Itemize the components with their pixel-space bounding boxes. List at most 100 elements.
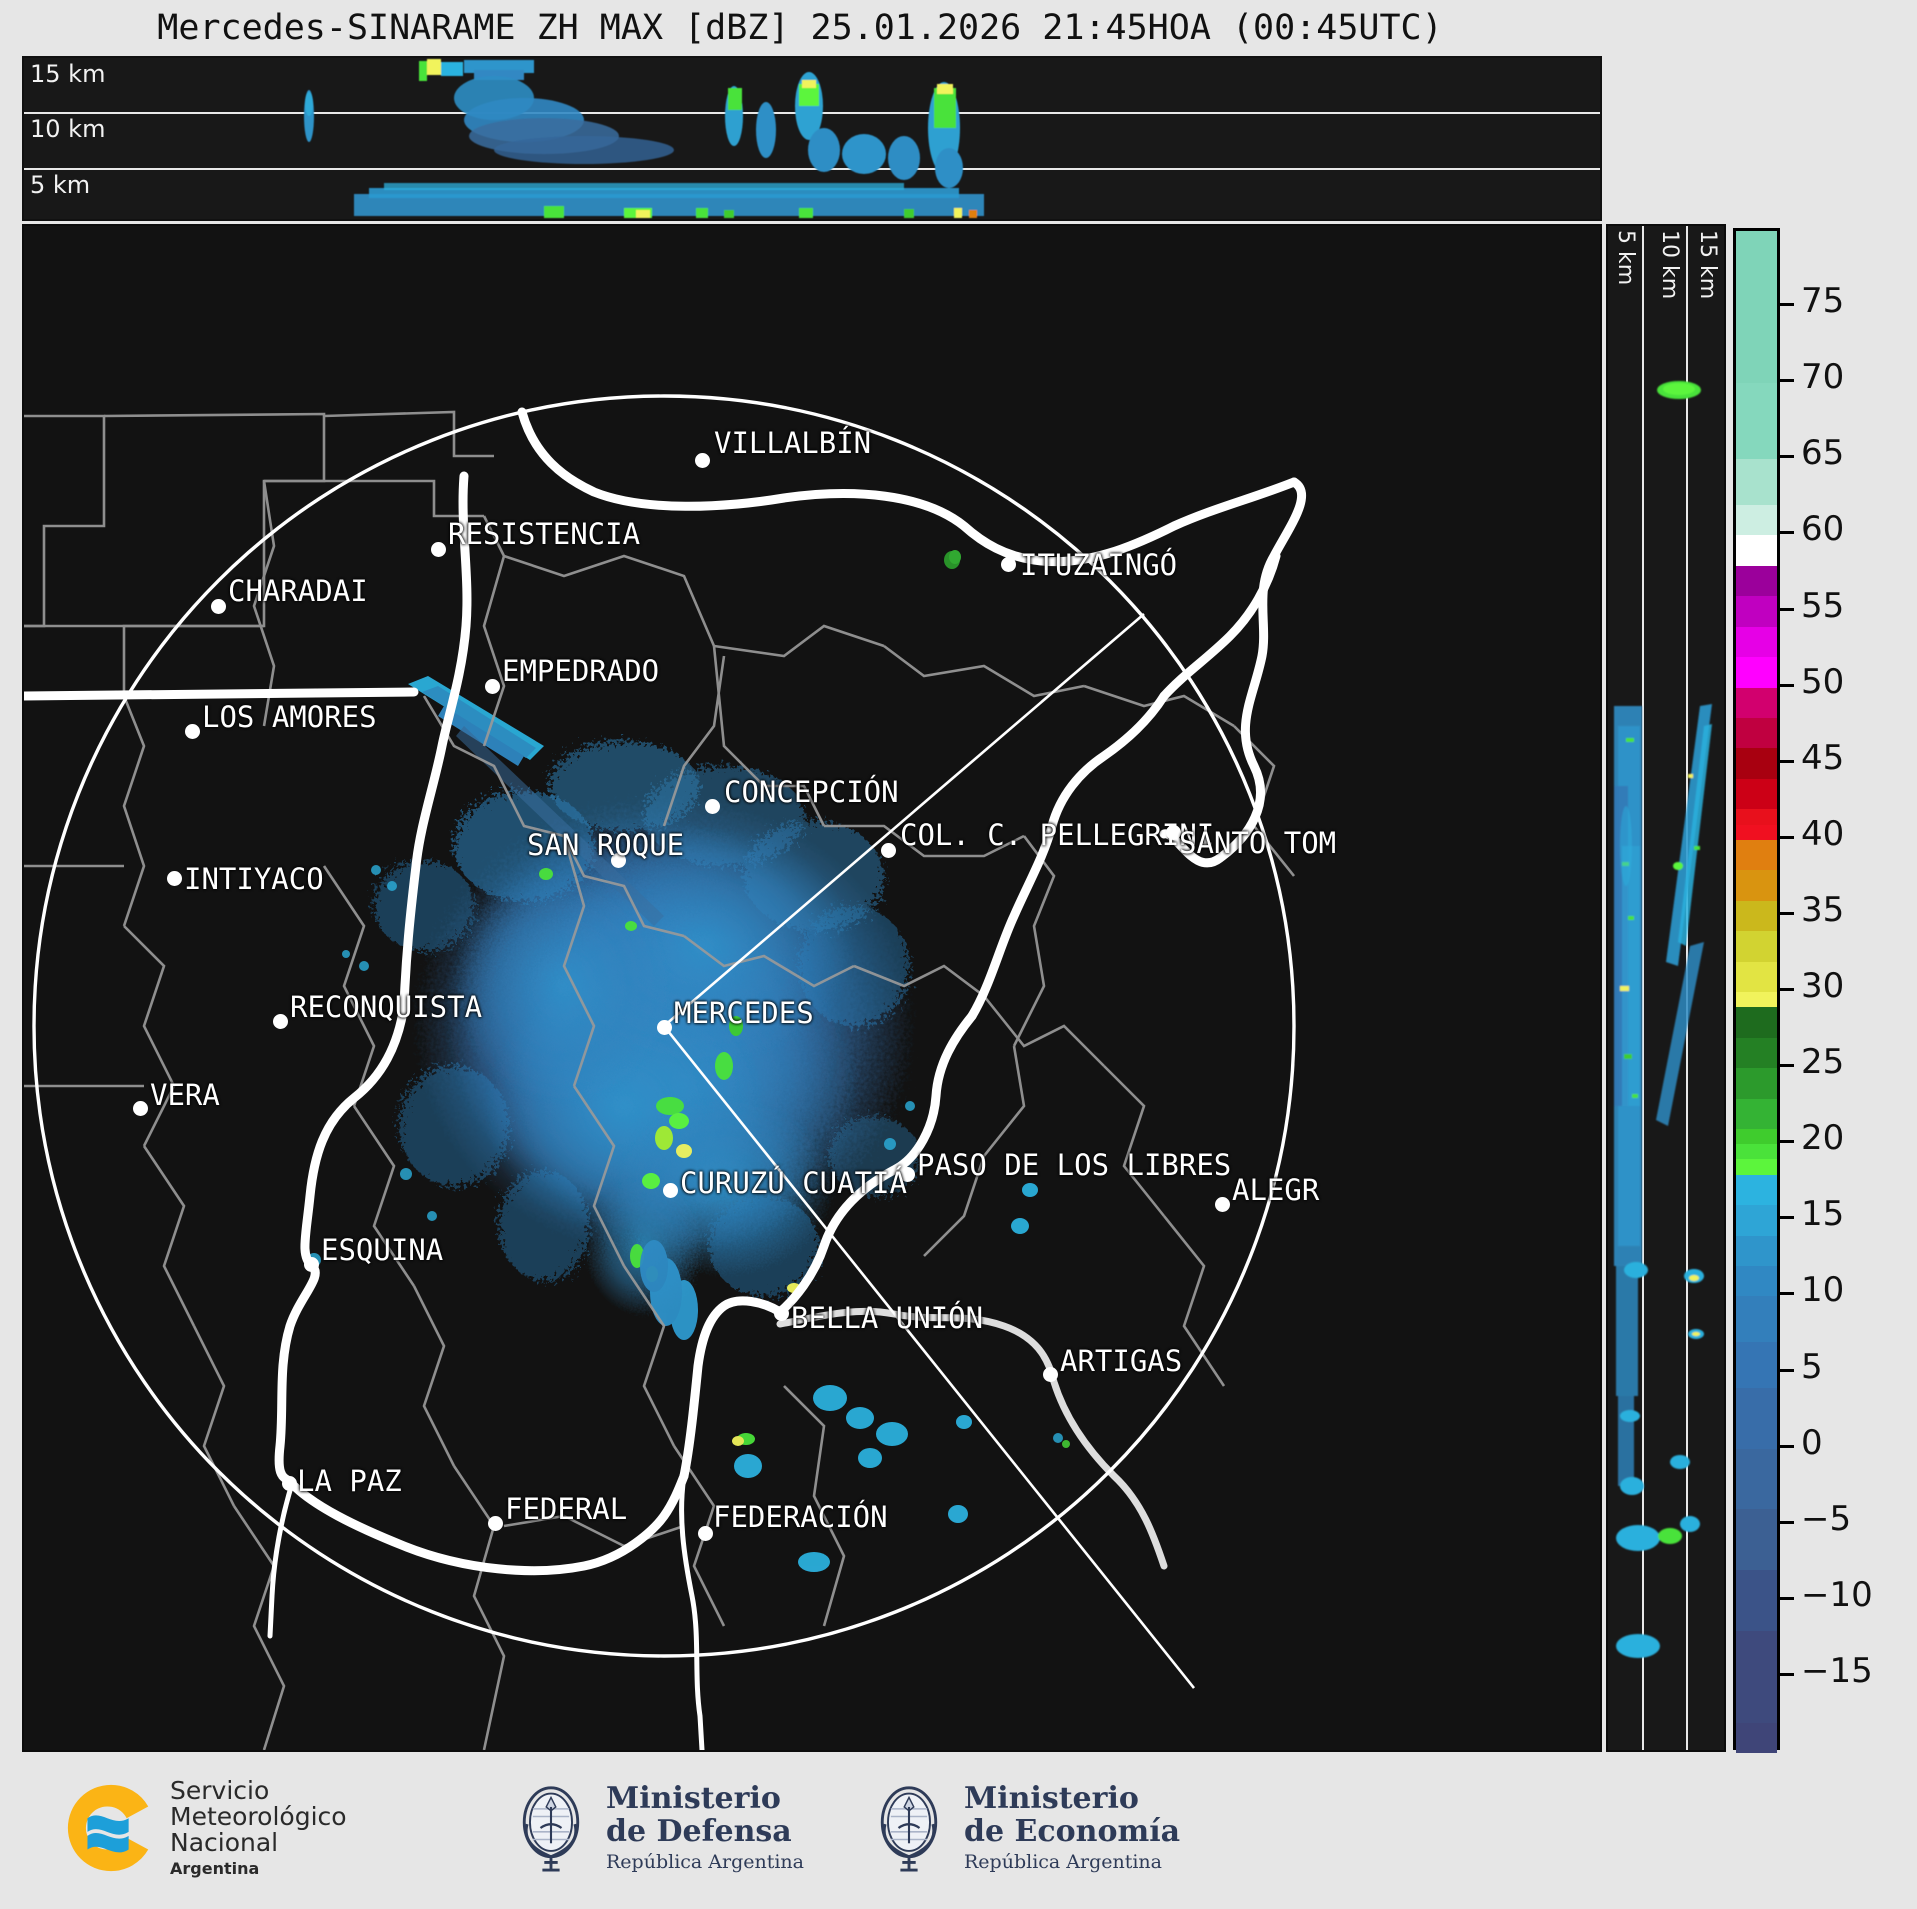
city-label: LOS AMORES: [202, 700, 377, 734]
colorbar-tick: [1780, 379, 1794, 383]
colorbar-tick-label: −10: [1801, 1574, 1873, 1615]
city-label: CHARADAI: [228, 574, 368, 608]
colorbar-segment: [1736, 1448, 1777, 1510]
colorbar-tick: [1780, 1292, 1794, 1296]
colorbar-segment: [1736, 809, 1777, 825]
colorbar-segment: [1736, 1159, 1777, 1175]
colorbar-segment: [1736, 778, 1777, 810]
colorbar-tick: [1780, 683, 1794, 687]
colorbar-tick: [1780, 455, 1794, 459]
city-dot[interactable]: [485, 679, 500, 694]
city-dot[interactable]: [1166, 825, 1181, 840]
colorbar-segment: [1736, 535, 1777, 566]
defensa-line-2: de Defensa: [606, 1813, 792, 1849]
colorbar-tick: [1780, 988, 1794, 991]
colorbar-tick-label: 70: [1801, 357, 1845, 398]
city-label: SANTO TOM: [1179, 826, 1337, 860]
colorbar-segment: [1736, 1570, 1777, 1632]
colorbar-segment: [1736, 1174, 1777, 1206]
city-dot[interactable]: [133, 1101, 148, 1116]
colorbar-segment: [1736, 718, 1777, 749]
economia-line-3: República Argentina: [964, 1850, 1162, 1873]
colorbar-segment: [1736, 824, 1777, 840]
map-graphics: [24, 226, 1600, 1750]
colorbar-tick-label: 60: [1801, 509, 1845, 550]
colorbar-tick-label: 50: [1801, 661, 1845, 702]
city-dot[interactable]: [488, 1516, 503, 1531]
radar-range-ring: [32, 394, 1296, 1658]
right-cross-section-echoes: [1614, 381, 1712, 1658]
altitude-gridline-5km: [24, 168, 1600, 170]
colorbar-segment: [1736, 1722, 1777, 1753]
colorbar-segment: [1736, 870, 1777, 901]
top-altitude-label-10km: 10 km: [30, 115, 106, 143]
city-dot[interactable]: [167, 871, 182, 886]
colorbar-tick: [1780, 531, 1794, 535]
colorbar-segment: [1736, 1235, 1777, 1266]
colorbar-segment: [1736, 839, 1777, 871]
city-label: ITUZAINGÓ: [1020, 548, 1178, 582]
colorbar-tick-label: 5: [1801, 1346, 1823, 1387]
city-label: EMPEDRADO: [502, 654, 660, 688]
colorbar-tick: [1780, 1596, 1794, 1600]
colorbar-segment: [1736, 1037, 1777, 1069]
city-dot[interactable]: [881, 843, 896, 858]
city-dot[interactable]: [1043, 1367, 1058, 1382]
top-altitude-label-5km: 5 km: [30, 171, 91, 199]
colorbar-tick: [1780, 1672, 1794, 1676]
city-label: RESISTENCIA: [448, 517, 641, 551]
page-title: Mercedes-SINARAME ZH MAX [dBZ] 25.01.202…: [157, 8, 1443, 48]
city-dot[interactable]: [774, 1306, 789, 1321]
city-label: COL. C. PELLEGRINI: [900, 818, 1215, 852]
right-cross-section-panel: 5 km 10 km 15 km: [1606, 224, 1726, 1752]
colorbar-segment: [1736, 961, 1777, 992]
city-dot[interactable]: [663, 1183, 678, 1198]
colorbar-segment: [1736, 1144, 1777, 1160]
footer-logos: Servicio Meteorológico Nacional Argentin…: [0, 1760, 1917, 1909]
city-dot[interactable]: [695, 453, 710, 468]
colorbar-tick-label: 20: [1801, 1118, 1845, 1159]
smn-logo-icon: [67, 1784, 149, 1872]
colorbar-tick-label: −15: [1801, 1650, 1873, 1691]
city-dot[interactable]: [1001, 557, 1016, 572]
city-dot[interactable]: [698, 1526, 713, 1541]
city-dot[interactable]: [273, 1014, 288, 1029]
city-dot[interactable]: [185, 724, 200, 739]
city-label: FEDERAL: [505, 1492, 628, 1526]
administrative-borders: [24, 410, 1296, 1750]
city-dot[interactable]: [431, 542, 446, 557]
city-dot[interactable]: [282, 1476, 297, 1491]
colorbar-tick-label: 0: [1801, 1422, 1823, 1463]
colorbar-segment: [1736, 1205, 1777, 1236]
colorbar-tick: [1780, 759, 1794, 763]
city-dot[interactable]: [900, 1167, 915, 1182]
city-label: ALEGR: [1232, 1173, 1320, 1207]
city-dot[interactable]: [1215, 1197, 1230, 1212]
smn-line-1: Servicio: [170, 1776, 270, 1805]
city-dot[interactable]: [611, 853, 626, 868]
city-label: VILLALBÍN: [714, 426, 872, 460]
city-label: ESQUINA: [321, 1233, 444, 1267]
city-dot[interactable]: [705, 799, 720, 814]
defensa-line-1: Ministerio: [606, 1781, 781, 1817]
colorbar-tick: [1780, 835, 1794, 839]
city-label: VERA: [150, 1078, 220, 1112]
city-label: ARTIGAS: [1060, 1344, 1183, 1378]
colorbar-segment: [1736, 900, 1777, 932]
radar-map-panel[interactable]: VILLALBÍN RESISTENCIA ITUZAINGÓ CHARADAI EMP…: [22, 224, 1602, 1752]
colorbar-tick: [1780, 1216, 1794, 1220]
smn-line-4: Argentina: [170, 1859, 260, 1878]
city-dot[interactable]: [657, 1020, 672, 1035]
city-label: CURUZÚ CUATIÁ: [680, 1166, 907, 1200]
city-dot[interactable]: [304, 1257, 319, 1272]
logo-smn: Servicio Meteorológico Nacional Argentin…: [62, 1778, 347, 1878]
top-cross-section-panel: 15 km 10 km 5 km: [22, 56, 1602, 221]
colorbar-segment: [1736, 1128, 1777, 1145]
colorbar-segment: [1736, 657, 1777, 688]
colorbar-tick-label: 35: [1801, 889, 1845, 930]
city-label: FEDERACIÓN: [713, 1500, 888, 1534]
city-dot[interactable]: [211, 599, 226, 614]
colorbar-tick-label: 45: [1801, 737, 1845, 778]
colorbar-segment: [1736, 1068, 1777, 1099]
economia-line-2: de Economía: [964, 1813, 1181, 1849]
